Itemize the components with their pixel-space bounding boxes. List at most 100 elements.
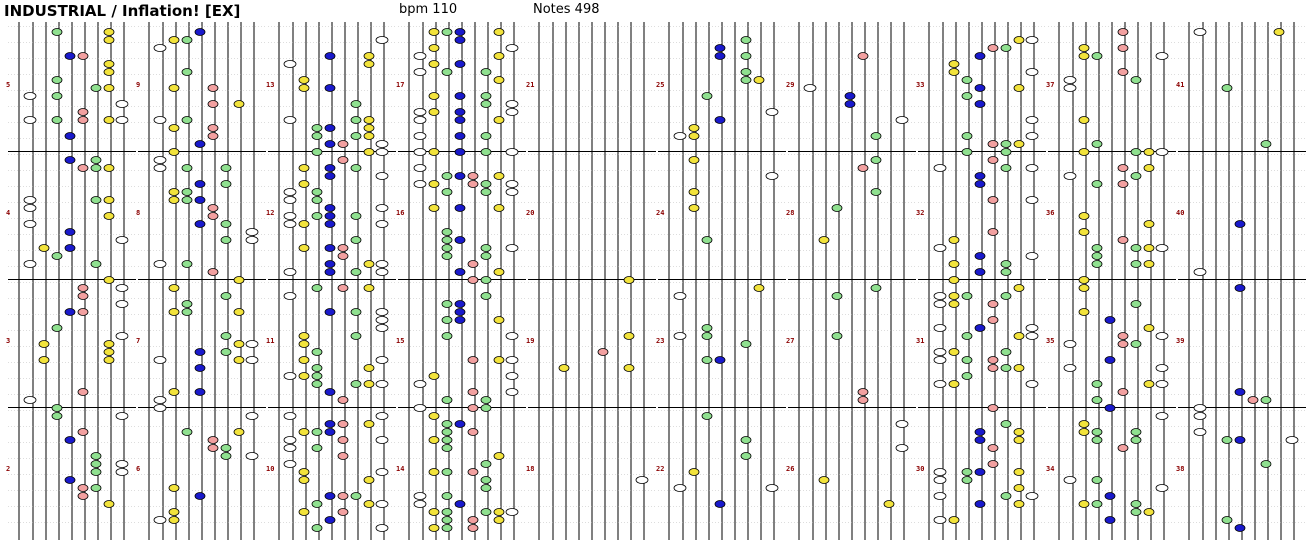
note-blue — [324, 260, 336, 268]
note-white — [1193, 268, 1207, 276]
note-yellow — [428, 180, 440, 188]
note-red — [467, 468, 479, 476]
note-white — [1063, 476, 1077, 484]
note-yellow — [1078, 500, 1090, 508]
chart-column — [918, 22, 1046, 540]
measure-number: 30 — [916, 465, 924, 473]
note-green — [740, 36, 752, 44]
song-title: INDUSTRIAL / Inflation! [EX] — [4, 2, 241, 20]
note-red — [597, 348, 609, 356]
note-blue — [1104, 316, 1116, 324]
note-white — [115, 468, 129, 476]
note-green — [441, 68, 453, 76]
note-white — [153, 164, 167, 172]
note-blue — [64, 476, 76, 484]
measure-number: 26 — [786, 465, 794, 473]
note-white — [153, 396, 167, 404]
note-white — [673, 484, 687, 492]
note-white — [115, 284, 129, 292]
note-yellow — [103, 60, 115, 68]
note-white — [375, 356, 389, 364]
note-white — [375, 148, 389, 156]
note-yellow — [1078, 276, 1090, 284]
note-blue — [974, 84, 986, 92]
note-red — [987, 404, 999, 412]
note-white — [23, 220, 37, 228]
note-blue — [64, 244, 76, 252]
note-white — [933, 292, 947, 300]
note-white — [115, 300, 129, 308]
note-blue — [64, 156, 76, 164]
note-yellow — [493, 316, 505, 324]
note-green — [740, 436, 752, 444]
note-green — [480, 476, 492, 484]
note-white — [1063, 340, 1077, 348]
note-green — [1091, 52, 1103, 60]
note-white — [375, 268, 389, 276]
note-green — [1091, 260, 1103, 268]
note-yellow — [298, 340, 310, 348]
note-blue — [454, 268, 466, 276]
note-green — [220, 164, 232, 172]
note-yellow — [428, 412, 440, 420]
note-yellow — [103, 500, 115, 508]
note-yellow — [298, 84, 310, 92]
note-blue — [974, 268, 986, 276]
note-white — [1025, 332, 1039, 340]
note-white — [1285, 436, 1299, 444]
note-yellow — [103, 212, 115, 220]
note-green — [350, 164, 362, 172]
note-blue — [454, 236, 466, 244]
note-white — [153, 260, 167, 268]
note-green — [961, 372, 973, 380]
note-green — [870, 188, 882, 196]
note-green — [961, 356, 973, 364]
note-blue — [64, 436, 76, 444]
note-white — [115, 412, 129, 420]
note-blue — [1234, 524, 1246, 532]
note-green — [701, 412, 713, 420]
note-blue — [324, 388, 336, 396]
note-white — [283, 188, 297, 196]
note-yellow — [103, 68, 115, 76]
note-green — [1091, 428, 1103, 436]
note-green — [961, 76, 973, 84]
note-red — [337, 508, 349, 516]
note-green — [90, 156, 102, 164]
note-green — [701, 236, 713, 244]
note-red — [1117, 68, 1129, 76]
note-yellow — [363, 420, 375, 428]
note-green — [961, 132, 973, 140]
note-green — [311, 196, 323, 204]
note-blue — [64, 132, 76, 140]
note-green — [1130, 148, 1142, 156]
chart-column — [138, 22, 266, 540]
note-red — [207, 100, 219, 108]
note-green — [701, 92, 713, 100]
note-blue — [454, 132, 466, 140]
note-blue — [1234, 220, 1246, 228]
note-red — [1117, 236, 1129, 244]
note-green — [1091, 244, 1103, 252]
note-yellow — [493, 204, 505, 212]
note-red — [77, 492, 89, 500]
note-red — [207, 124, 219, 132]
measure-number: 38 — [1176, 465, 1184, 473]
measure-number: 14 — [396, 465, 404, 473]
note-green — [441, 244, 453, 252]
note-yellow — [103, 276, 115, 284]
note-yellow — [1078, 420, 1090, 428]
note-yellow — [948, 276, 960, 284]
note-white — [283, 220, 297, 228]
note-white — [933, 380, 947, 388]
note-green — [740, 68, 752, 76]
measure-number: 28 — [786, 209, 794, 217]
measure-number: 16 — [396, 209, 404, 217]
note-green — [1091, 180, 1103, 188]
measure-number: 40 — [1176, 209, 1184, 217]
note-green — [90, 196, 102, 204]
note-green — [701, 324, 713, 332]
note-red — [207, 436, 219, 444]
note-yellow — [168, 84, 180, 92]
note-green — [350, 308, 362, 316]
